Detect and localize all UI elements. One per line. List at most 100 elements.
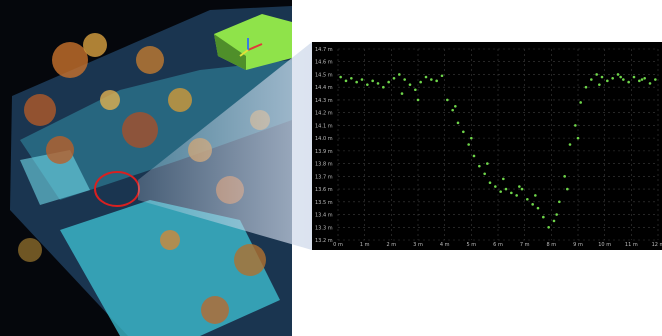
profile-point [371,79,374,83]
profile-point [520,187,524,191]
profile-point [547,225,550,229]
x-tick-label: 4 m [440,242,450,248]
y-tick-label: 14.3 m [315,98,333,104]
x-tick-label: 6 m [493,242,503,248]
profile-point [451,108,454,112]
profile-chart: 14.7 m 14.6 m 14.5 m 14.4 m 14.3 m 14.2 m 14.1… [312,42,662,250]
y-tick-label: 13.3 m [315,225,333,231]
profile-point [611,76,614,80]
profile-point [408,83,412,86]
x-tick-label: 0 m [333,242,343,248]
profile-point [574,124,577,127]
profile-point [376,82,380,85]
profile-point [456,121,460,125]
sidewalk-surface [20,150,90,205]
profile-point [598,83,601,86]
tree-canopy [136,46,164,74]
profile-point [616,73,620,76]
profile-point [355,80,358,84]
y-tick-label: 13.4 m [315,213,333,219]
profile-point [568,143,572,146]
profile-point [387,80,390,84]
y-tick-label: 13.9 m [315,149,333,155]
profile-point [584,85,588,89]
y-tick-label: 14.0 m [315,136,333,142]
profile-point [467,143,470,146]
profile-point [515,194,518,197]
profile-point [494,185,497,188]
chart-grid [337,48,659,241]
x-tick-label: 5 m [467,242,477,248]
profile-point [622,78,625,81]
profile-point [558,200,561,204]
profile-points [339,73,657,229]
y-tick-label: 13.2 m [315,238,333,244]
x-tick-label: 8 m [547,242,557,248]
profile-point [398,73,401,76]
profile-point [472,154,476,158]
y-tick-label: 14.5 m [315,72,333,78]
y-tick-label: 13.8 m [315,162,333,168]
x-tick-label: 10 m [598,242,611,248]
building-wall [214,34,246,70]
x-tick-label: 11 m [625,242,638,248]
tree-canopy [18,238,42,262]
tree-canopy [100,90,120,110]
profile-point [462,130,465,134]
profile-point [483,172,486,176]
profile-point [419,80,422,84]
profile-point [416,98,420,102]
profile-point [638,79,641,83]
profile-point [424,75,428,79]
y-tick-labels: 14.7 m 14.6 m 14.5 m 14.4 m 14.3 m 14.2 m 14.1… [315,47,333,244]
y-tick-label: 14.7 m [315,47,333,53]
tree-canopy [46,136,74,164]
profile-point [595,73,598,76]
axis-gizmo-icon [239,38,263,57]
profile-point [526,197,529,201]
profile-point [454,105,457,108]
profile-point [414,88,417,92]
profile-point [502,177,505,181]
tree-canopy [201,296,229,324]
profile-point [606,79,609,83]
profile-point [504,187,508,191]
profile-point [382,85,385,89]
y-tick-label: 13.6 m [315,187,333,193]
profile-point [440,74,444,78]
profile-point [339,75,342,79]
profile-panel [312,42,662,250]
tree-canopy [122,112,158,148]
profile-point [542,215,545,219]
profile-point [344,79,348,83]
profile-point [392,76,396,80]
profile-point [576,136,580,140]
y-tick-label: 14.4 m [315,85,333,91]
profile-point [648,82,652,85]
profile-point [400,92,404,95]
tree-canopy [160,230,180,250]
profile-point [531,203,534,206]
profile-point [510,191,513,195]
profile-point [486,162,489,165]
profile-point [590,78,593,81]
x-tick-label: 7 m [520,242,530,248]
profile-point [499,190,502,193]
x-tick-label: 3 m [413,242,423,248]
y-tick-label: 14.2 m [315,111,333,117]
profile-point [632,75,636,79]
profile-point [555,213,558,216]
profile-point [435,79,438,83]
profile-point [470,136,473,140]
profile-point [579,101,582,104]
profile-point [563,175,566,178]
profile-point [534,194,537,197]
tree-canopy [24,94,56,126]
x-tick-labels: 0 m 1 m 2 m 3 m 4 m 5 m 6 m 7 m 8 m 9 m 10 m 11 m 12… [333,242,662,248]
profile-point [552,219,556,223]
profile-point [403,78,406,81]
profile-point [446,98,449,102]
x-tick-label: 1 m [360,242,370,248]
tree-canopy [234,244,266,276]
y-tick-label: 13.7 m [315,174,333,180]
